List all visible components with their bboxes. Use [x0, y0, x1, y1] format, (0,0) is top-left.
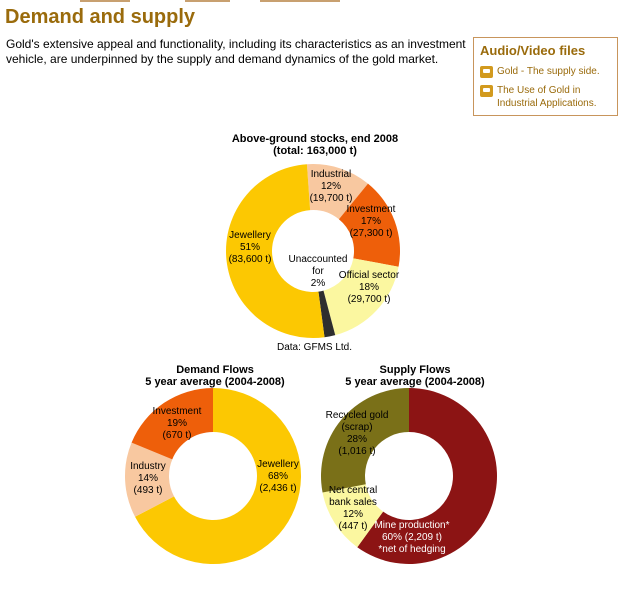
chart-subtitle: 5 year average (2004-2008): [145, 376, 285, 388]
pie-slice-official-sector: [323, 258, 399, 336]
video-link-label: The Use of Gold in Industrial Applicatio…: [497, 85, 597, 109]
slice-label-official-sector: Official sector 18% (29,700 t): [338, 270, 400, 305]
video-icon: [480, 85, 493, 97]
chart-title-stocks: Above-ground stocks, end 2008 (total: 16…: [215, 133, 415, 157]
slice-label-jewellery: Jewellery 68% (2,436 t): [257, 459, 299, 494]
data-source-note: Data: GFMS Ltd.: [277, 342, 353, 353]
slice-label-central-bank-sales: Net central bank sales 12% (447 t): [328, 485, 378, 532]
pie-slice-investment: [131, 388, 213, 460]
video-icon: [480, 66, 493, 78]
audio-video-heading: Audio/Video files: [480, 43, 586, 58]
pie-slice-net-central-bank-sales: [322, 484, 384, 548]
chart-title-supply: Supply Flows 5 year average (2004-2008): [330, 364, 500, 388]
pie-slice-recycled-gold-scrap: [321, 388, 409, 493]
video-link-label: Gold - The supply side.: [497, 66, 600, 77]
slice-label-mine-production: Mine production* 60% (2,209 t) *net of h…: [374, 520, 450, 555]
slice-label-recycled-gold: Recycled gold (scrap) 28% (1,016 t): [325, 410, 389, 457]
slice-label-industrial: Industrial 12% (19,700 t): [309, 169, 353, 204]
pie-slice-jewellery: [225, 164, 325, 339]
pie-slice-industry: [125, 442, 175, 517]
slice-label-investment: Investment 17% (27,300 t): [346, 204, 396, 239]
chart-title: Demand Flows: [176, 364, 254, 376]
pie-slice-mine-production: [357, 388, 498, 564]
slice-label-industry: Industry 14% (493 t): [130, 461, 166, 496]
slice-label-unaccounted: Unaccounted for 2%: [288, 254, 348, 289]
chart-title: Supply Flows: [379, 364, 451, 376]
slice-label-jewellery: Jewellery 51% (83,600 t): [228, 230, 272, 265]
intro-text: Gold's extensive appeal and functionalit…: [6, 37, 466, 66]
pie-slice-industrial: [306, 164, 368, 220]
chart-title: Above-ground stocks, end 2008: [231, 133, 399, 145]
audio-video-box: Audio/Video files Gold - The supply side…: [473, 37, 618, 116]
chart-subtitle: (total: 163,000 t): [273, 145, 357, 157]
pie-slice-jewellery: [135, 388, 302, 564]
pie-slice-unaccounted-for: [318, 290, 336, 338]
page-title: Demand and supply: [5, 6, 196, 28]
chart-title-demand: Demand Flows 5 year average (2004-2008): [130, 364, 300, 388]
slice-label-investment: Investment 19% (670 t): [152, 406, 202, 441]
top-nav-remnant: [0, 0, 625, 4]
pie-slice-investment: [338, 183, 400, 267]
chart-subtitle: 5 year average (2004-2008): [345, 376, 485, 388]
